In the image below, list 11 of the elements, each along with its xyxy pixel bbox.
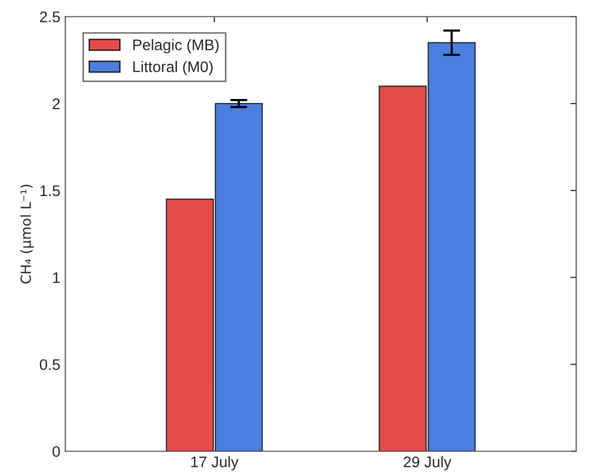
legend-label: Pelagic (MB) xyxy=(133,39,219,54)
y-tick-label: 2 xyxy=(52,98,60,110)
y-tick-label: 0 xyxy=(52,446,60,457)
legend-label: Littoral (M0) xyxy=(133,60,213,76)
x-tick-label: 17 July xyxy=(191,456,239,470)
y-tick-label: 2.5 xyxy=(40,11,60,22)
y-axis-title: CH₄ (µmol L⁻¹) xyxy=(20,184,34,284)
y-tick-label: 0.5 xyxy=(40,359,60,370)
x-tick-label: 29 July xyxy=(404,456,452,470)
y-tick-label: 1 xyxy=(53,272,60,283)
y-tick-label: 1.5 xyxy=(40,186,60,196)
